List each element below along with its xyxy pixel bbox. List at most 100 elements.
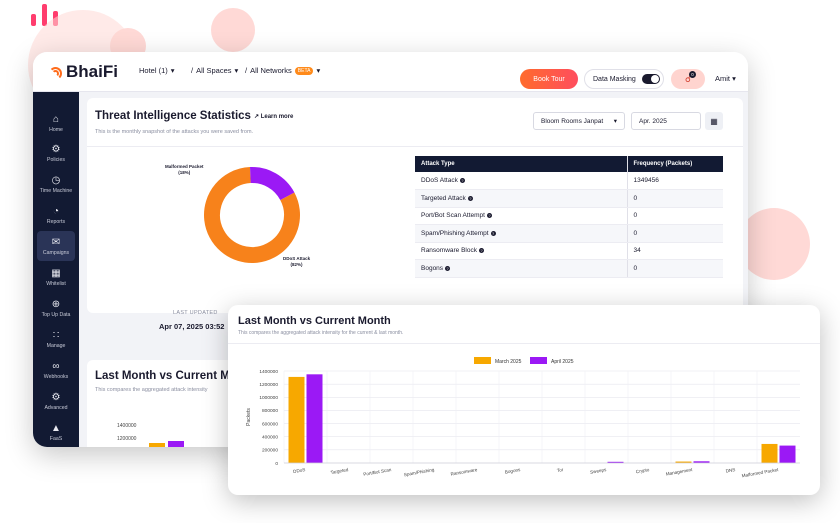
threat-intel-panel: Threat Intelligence Statistics ↗ Learn m… [87,98,743,313]
last-updated-label: LAST UPDATED [173,310,218,316]
sidebar-item-webhooks[interactable]: ∞ Webhooks [33,355,79,385]
networks-filter[interactable]: / All Networks BETA ▾ [245,66,320,75]
notifications-button[interactable]: ☌ 0 [671,69,705,89]
table-row[interactable]: Targeted Attack? 0 [415,189,723,208]
bar-march-2025-management[interactable] [675,461,692,463]
x-tick-label: Spam/Phishing [403,467,435,477]
legend-swatch [474,357,491,364]
frequency-cell: 0 [627,189,723,208]
x-tick-label: Bogons [504,467,521,475]
frequency-cell: 0 [627,259,723,278]
attack-type: Port/Bot Scan Attempt [421,212,485,220]
attack-type-cell: Bogons? [415,259,628,278]
frequency-cell: 0 [627,207,723,225]
sidebar-item-policies[interactable]: ⚙ Policies [33,138,79,168]
help-icon[interactable]: ? [486,213,492,219]
month-picker[interactable]: Apr. 2025 [631,112,701,130]
chevron-down-icon: ▾ [170,66,175,75]
sidebar-item-label: Whitelist [46,280,66,287]
x-tick-label: DNS [725,467,735,474]
plus-icon: ⊕ [51,298,61,310]
frequency-cell: 0 [627,224,723,243]
wifi-logo-icon [49,65,62,80]
sidebar-item-reports[interactable]: ◔ Reports [33,200,79,230]
bell-icon: ☌ [684,73,692,84]
brand-logo[interactable]: BhaiFi [49,62,118,82]
month-value: Apr. 2025 [639,117,667,125]
help-icon[interactable]: ? [479,248,484,254]
help-icon[interactable]: ? [490,230,496,236]
sidebar-item-top-up-data[interactable]: ⊕ Top Up Data [33,293,79,323]
x-tick-label: Targeted [330,467,349,475]
y-tick-label: 0 [275,461,278,467]
attack-type-cell: Spam/Phishing Attempt? [415,224,628,243]
sidebar-item-label: Advanced [44,404,68,411]
sidebar-item-advanced[interactable]: ⚙ Advanced [33,386,79,416]
location-select[interactable]: Bloom Rooms Janpat ▾ [533,112,625,130]
sidebar-item-manage[interactable]: ∷ Manage [33,324,79,354]
sidebar-item-campaigns[interactable]: ✉ Campaigns [37,231,75,261]
chart-subtitle: This compares the aggregated attack inte… [238,330,404,336]
table-row[interactable]: Spam/Phishing Attempt? 0 [415,224,723,243]
location-value: Bloom Rooms Janpat [541,117,604,125]
attack-type-cell: Ransomware Block? [415,242,628,260]
table-header: Frequency (Packets) [627,156,723,172]
user-menu[interactable]: Amit ▾ [715,74,736,83]
decor-bar [31,14,36,26]
decor-bar [42,4,47,26]
axis-tick: 1400000 [117,423,137,429]
attack-donut-chart [198,161,306,269]
hotel-filter[interactable]: Hotel (1) ▾ [139,66,175,75]
help-icon[interactable]: ? [459,178,465,183]
y-tick-label: 1400000 [259,369,278,375]
clock-icon: ◷ [51,174,61,186]
data-masking-control: Data Masking [584,69,664,89]
calendar-button[interactable]: ▦ [705,112,723,130]
spaces-filter[interactable]: / All Spaces ▾ [191,66,238,75]
learn-more-label: Learn more [260,114,294,120]
table-header-row: Attack Type Frequency (Packets) [415,156,723,172]
book-tour-button[interactable]: Book Tour [520,69,578,89]
attack-type: Ransomware Block [421,247,477,255]
y-tick-label: 200000 [262,448,278,454]
legend-swatch [530,357,547,364]
sidebar-item-home[interactable]: ⌂ Home [33,108,79,138]
bar-april-2025-sweeps[interactable] [607,461,624,463]
table-header: Attack Type [415,156,628,172]
calendar-icon: ▦ [710,116,718,126]
attack-type: Targeted Attack [421,194,466,202]
chevron-down-icon: ▾ [613,118,617,125]
attack-type: Spam/Phishing Attempt [421,229,489,237]
donut-slice-malformed-packet[interactable] [198,161,306,269]
bar-april-2025-management[interactable] [693,461,710,463]
x-tick-label: Malformed Packet [741,467,779,478]
sidebar-item-faas[interactable]: ▲ FaaS [33,417,79,447]
sidebar-item-whitelist[interactable]: ▦ Whitelist [33,262,79,292]
axis-tick: 1200000 [117,436,137,442]
sidebar-item-time-machine[interactable]: ◷ Time Machine [33,169,79,199]
table-row[interactable]: Ransomware Block? 34 [415,242,723,260]
y-tick-label: 400000 [262,435,278,441]
table-row[interactable]: Port/Bot Scan Attempt? 0 [415,207,723,225]
help-icon[interactable]: ? [445,265,451,271]
learn-more-link[interactable]: ↗ Learn more [254,113,293,120]
bar-group [149,430,195,447]
comparison-subtitle: This compares the aggregated attack inte… [95,387,208,393]
sidebar-item-label: Campaigns [42,249,70,256]
bar-march-2025-malformed-packet[interactable] [761,443,778,463]
decor-circle [211,8,255,52]
y-tick-label: 800000 [262,408,278,414]
data-masking-toggle[interactable] [641,74,660,84]
x-tick-label: Ransomware [450,467,478,477]
table-row[interactable]: DDoS Attack? 1349456 [415,172,723,190]
bar-april-2025-ddos[interactable] [306,374,323,463]
bar-march-2025-ddos[interactable] [288,376,305,463]
help-icon[interactable]: ? [467,195,473,201]
table-row[interactable]: Bogons? 0 [415,259,723,278]
manage-icon: ∷ [52,329,60,341]
comparison-card: Last Month vs Current Month This compare… [228,305,820,495]
chevron-down-icon: ▾ [316,66,321,75]
brand-name: BhaiFi [66,62,118,81]
bar-april-2025-malformed-packet[interactable] [779,445,796,463]
comparison-bar-chart: March 2025 April 2025 0 200000 400000 600000 8… [246,357,800,478]
